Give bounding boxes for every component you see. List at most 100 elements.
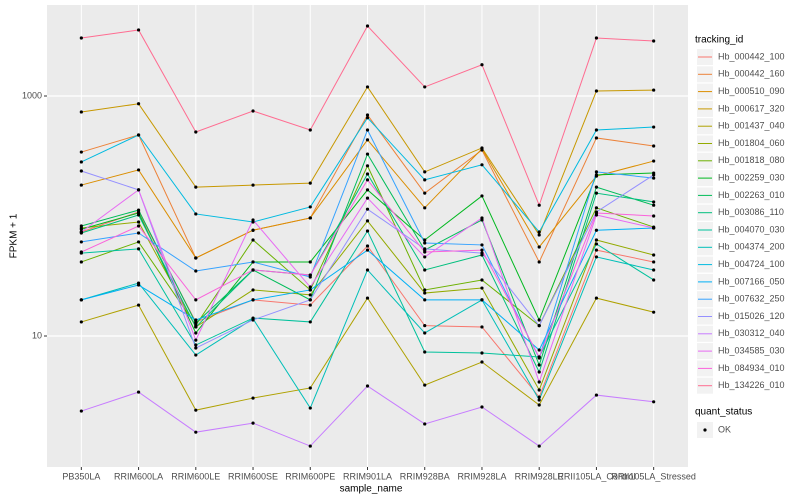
legend-label: Hb_004070_030 bbox=[718, 224, 785, 234]
x-tick-label: RRIM600LE bbox=[171, 471, 220, 481]
x-tick-label: RRII105LA_Control bbox=[557, 471, 635, 481]
legend-label: Hb_002263_010 bbox=[718, 190, 785, 200]
data-point bbox=[308, 444, 312, 448]
data-point bbox=[79, 260, 83, 264]
data-point bbox=[79, 409, 83, 413]
data-point bbox=[480, 243, 484, 247]
data-point bbox=[423, 324, 427, 328]
data-point bbox=[423, 291, 427, 295]
data-point bbox=[423, 350, 427, 354]
x-tick-label: PB350LA bbox=[62, 471, 100, 481]
data-point bbox=[194, 318, 198, 322]
data-point bbox=[423, 170, 427, 174]
data-point bbox=[308, 293, 312, 297]
legend-label: Hb_007166_050 bbox=[718, 276, 785, 286]
legend-label: Hb_003086_110 bbox=[718, 207, 784, 217]
data-point bbox=[480, 248, 484, 252]
legend-label: Hb_015026_120 bbox=[718, 311, 785, 321]
data-point bbox=[652, 260, 656, 264]
data-point bbox=[537, 370, 541, 374]
data-point bbox=[537, 380, 541, 384]
data-point bbox=[365, 219, 370, 223]
data-point bbox=[652, 88, 656, 92]
data-point bbox=[251, 228, 255, 232]
data-point bbox=[652, 200, 656, 204]
data-point bbox=[136, 224, 141, 228]
data-point bbox=[423, 191, 427, 195]
data-point bbox=[136, 240, 141, 244]
data-point bbox=[423, 383, 427, 387]
data-point bbox=[194, 298, 198, 302]
legend-label: Hb_004374_200 bbox=[718, 242, 785, 252]
legend-label: Hb_001818_080 bbox=[718, 155, 785, 165]
data-point bbox=[251, 183, 255, 187]
data-point bbox=[365, 172, 370, 176]
data-point bbox=[194, 331, 198, 335]
data-point bbox=[79, 36, 83, 40]
data-point bbox=[537, 233, 541, 237]
x-axis-title: sample_name bbox=[340, 484, 403, 495]
data-point bbox=[594, 248, 599, 252]
data-point bbox=[537, 230, 541, 234]
data-point bbox=[136, 220, 141, 224]
data-point bbox=[136, 208, 141, 212]
data-point bbox=[251, 288, 255, 292]
data-point bbox=[423, 331, 427, 335]
legend-label: Hb_000617_320 bbox=[718, 103, 785, 113]
data-point bbox=[251, 268, 255, 272]
data-point bbox=[537, 395, 541, 399]
data-point bbox=[423, 238, 427, 242]
data-point bbox=[594, 296, 599, 300]
data-point bbox=[480, 146, 484, 150]
data-point bbox=[308, 260, 312, 264]
data-point bbox=[652, 144, 656, 148]
data-point bbox=[79, 169, 83, 173]
data-point bbox=[480, 63, 484, 67]
y-axis-title: FPKM + 1 bbox=[9, 213, 20, 258]
data-point bbox=[79, 224, 83, 228]
data-point bbox=[79, 227, 83, 231]
data-point bbox=[537, 245, 541, 249]
legend-label: Hb_001804_060 bbox=[718, 138, 785, 148]
data-point bbox=[194, 321, 198, 325]
data-point bbox=[136, 28, 141, 32]
legend-label: Hb_007632_250 bbox=[718, 294, 785, 304]
data-point bbox=[537, 444, 541, 448]
data-point bbox=[652, 203, 656, 207]
data-point bbox=[194, 343, 198, 347]
data-point bbox=[194, 408, 198, 412]
legend-label: Hb_004724_100 bbox=[718, 259, 785, 269]
data-point bbox=[537, 398, 541, 402]
data-point bbox=[251, 260, 255, 264]
x-tick-label: RRIM600PE bbox=[285, 471, 335, 481]
data-point bbox=[594, 170, 599, 174]
data-point bbox=[423, 85, 427, 89]
data-point bbox=[480, 286, 484, 290]
data-point bbox=[365, 85, 370, 89]
data-point bbox=[594, 238, 599, 242]
data-point bbox=[136, 231, 141, 235]
legend-label: Hb_000442_160 bbox=[718, 69, 785, 79]
legend-title: quant_status bbox=[695, 407, 752, 418]
data-point bbox=[194, 325, 198, 329]
data-point bbox=[537, 355, 541, 359]
legend-label: Hb_084934_010 bbox=[718, 363, 785, 373]
legend-point bbox=[703, 428, 707, 432]
data-point bbox=[308, 285, 312, 289]
data-point bbox=[537, 388, 541, 392]
data-point bbox=[194, 353, 198, 357]
data-point bbox=[79, 160, 83, 164]
legend-label: Hb_134226_010 bbox=[718, 380, 785, 390]
data-point bbox=[308, 386, 312, 390]
data-point bbox=[537, 318, 541, 322]
data-point bbox=[423, 298, 427, 302]
x-tick-label: RRII105LA_Stressed bbox=[611, 471, 696, 481]
data-point bbox=[594, 242, 599, 246]
data-point bbox=[251, 318, 255, 322]
legend-label: Hb_001437_040 bbox=[718, 121, 785, 131]
data-point bbox=[194, 430, 198, 434]
data-point bbox=[652, 268, 656, 272]
data-point bbox=[365, 188, 370, 192]
data-point bbox=[480, 216, 484, 220]
data-point bbox=[251, 238, 255, 242]
